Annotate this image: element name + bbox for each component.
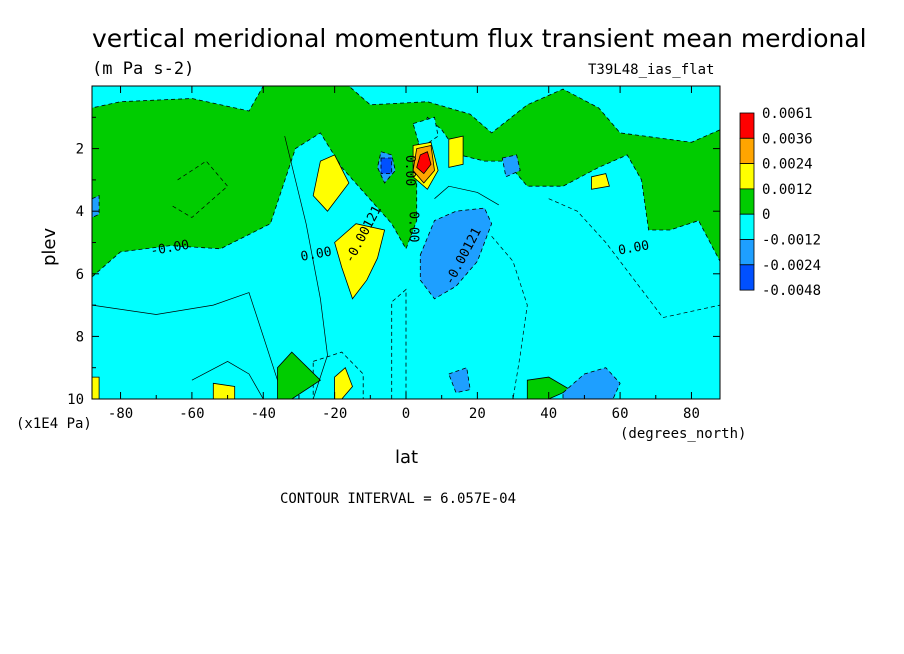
run-label: T39L48_ias_flat: [588, 62, 714, 78]
contour-region-cyan: [92, 86, 720, 143]
y-tick-label: 2: [76, 142, 84, 158]
x-tick-label: -80: [108, 406, 133, 422]
contour-value-label: 0.00: [299, 245, 332, 265]
contour-line: [434, 185, 499, 206]
x-tick-label: 0: [402, 406, 410, 422]
contour-region-yellow: [212, 382, 236, 399]
x-axis-label: lat: [395, 447, 418, 468]
contour-region-lightblue: [92, 194, 100, 218]
contour-region-red: [416, 151, 432, 175]
contour-value-label: -0.00: [149, 238, 190, 260]
contour-region-yellow: [312, 154, 350, 212]
contour-region-cyan: [92, 116, 720, 399]
legend-label: 0.0061: [762, 106, 813, 122]
axis-ticks: -80 -60 -40 -20 0 20 40 60 80 2 4 6 8 10: [67, 86, 720, 422]
legend-label: -0.0024: [762, 258, 821, 274]
contour-region-green: [277, 351, 322, 399]
legend-swatch: [739, 188, 755, 215]
legend-label: 0.0024: [762, 157, 813, 173]
y-tick-label: 10: [67, 392, 84, 408]
contour-region-yellow: [591, 173, 610, 190]
chart-title: vertical meridional momentum flux transi…: [92, 24, 867, 53]
contour-region-yellow: [334, 223, 386, 300]
contour-line: [491, 235, 528, 399]
contour-value-label: 0.00: [406, 211, 421, 242]
chart-units: (m Pa s-2): [92, 59, 194, 79]
contour-value-label: 0.00: [402, 155, 417, 186]
legend-label: 0: [762, 207, 770, 223]
legend-swatch: [739, 112, 755, 139]
contour-region-yellow: [448, 135, 464, 168]
x-units: (degrees_north): [620, 426, 746, 442]
contour-interval: CONTOUR INTERVAL = 6.057E-04: [280, 491, 516, 507]
contour-line: [548, 198, 720, 318]
legend-label: 0.0036: [762, 131, 813, 147]
legend-swatch: [739, 239, 755, 266]
contour-line: [92, 292, 278, 381]
x-tick-label: 40: [540, 406, 557, 422]
contour-region-lightblue: [501, 154, 521, 178]
color-legend: 0.0061 0.0036 0.0024 0.0012 0 -0.0012 -0.0024 -…: [739, 106, 821, 299]
contour-region-lightblue: [562, 367, 621, 399]
x-tick-label: -60: [179, 406, 204, 422]
contour-line: [191, 360, 264, 399]
x-tick-label: 80: [683, 406, 700, 422]
contour-region-lightblue: [448, 367, 471, 394]
y-tick-label: 4: [76, 204, 84, 220]
x-tick-label: -20: [322, 406, 347, 422]
legend-swatch: [739, 137, 755, 165]
contour-region-green: [526, 376, 571, 399]
legend-label: -0.0048: [762, 283, 821, 299]
contour-value-label: 0.00: [617, 238, 650, 258]
legend-swatch: [739, 213, 755, 240]
legend-label: -0.0012: [762, 233, 821, 249]
legend-swatch: [739, 163, 755, 190]
x-tick-label: 20: [469, 406, 486, 422]
y-tick-label: 6: [76, 267, 84, 283]
contour-region-lightblue: [419, 207, 493, 300]
x-tick-label: 60: [612, 406, 629, 422]
legend-swatch: [739, 264, 755, 291]
legend-label: 0.0012: [762, 182, 813, 198]
plot-area: [92, 86, 720, 399]
contour-region-cyan: [412, 116, 439, 150]
contour-line: [284, 136, 328, 399]
y-axis-label: plev: [39, 227, 60, 266]
y-tick-label: 8: [76, 329, 84, 345]
y-units: (x1E4 Pa): [16, 416, 92, 432]
contour-region-blue: [380, 157, 393, 175]
contour-line: [170, 160, 229, 218]
contour-region-yellow: [92, 376, 100, 399]
x-tick-label: -40: [251, 406, 276, 422]
